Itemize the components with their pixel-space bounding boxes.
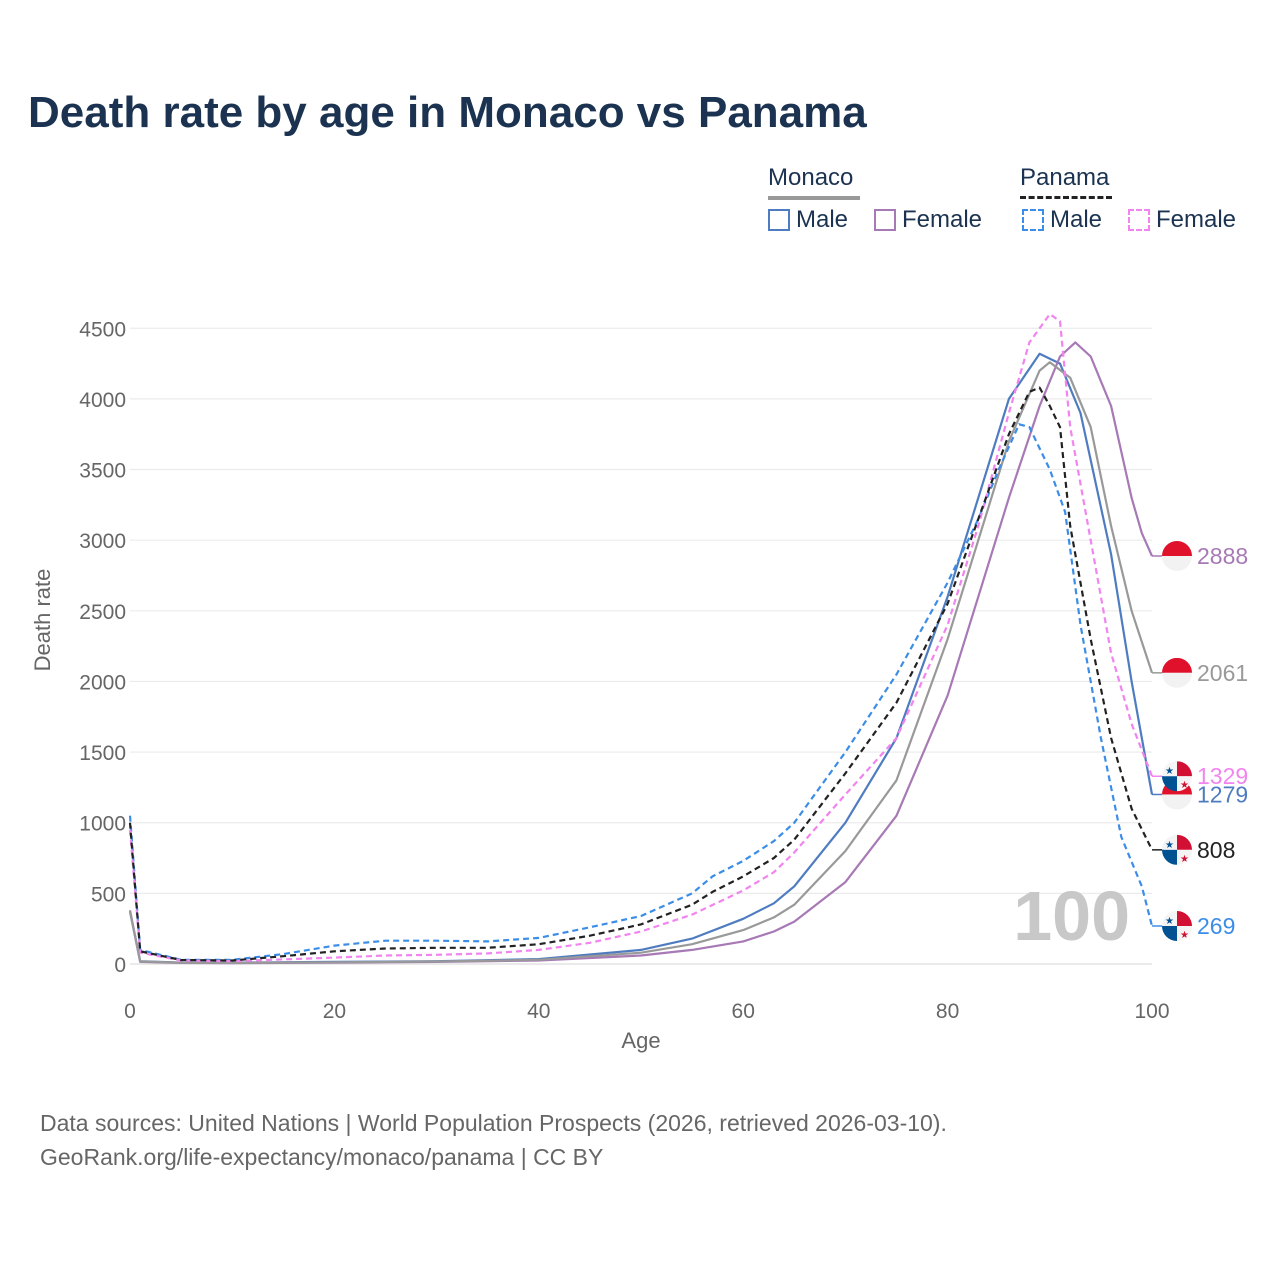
series-line-panama-female[interactable] bbox=[128, 313, 1154, 963]
footer-attribution: GeoRank.org/life-expectancy/monaco/panam… bbox=[40, 1144, 604, 1170]
svg-text:★: ★ bbox=[1180, 854, 1189, 865]
flag-icon-panama: ★★ bbox=[1162, 910, 1192, 941]
legend-item-panama-female[interactable]: Female bbox=[1128, 206, 1236, 234]
legend-country-label: Monaco bbox=[768, 164, 854, 191]
series-line-panama-male[interactable] bbox=[128, 423, 1154, 961]
x-tick-label: 0 bbox=[124, 1000, 136, 1023]
end-label-panama-total: 808 bbox=[1197, 837, 1235, 863]
legend-item-label: Female bbox=[1156, 206, 1237, 233]
series-line-panama-total[interactable] bbox=[128, 386, 1153, 962]
legend-item-label: Male bbox=[1050, 206, 1103, 233]
series-line-monaco-total[interactable] bbox=[128, 361, 1154, 964]
legend-swatch bbox=[1022, 209, 1044, 231]
flag-icon-monaco bbox=[1162, 540, 1192, 571]
flag-icon-monaco bbox=[1162, 657, 1192, 688]
x-axis-ticks: 0 20 40 60 80 100 bbox=[124, 1000, 1169, 1023]
svg-text:★: ★ bbox=[1165, 840, 1174, 851]
legend-country-label: Panama bbox=[1020, 164, 1110, 191]
svg-text:★: ★ bbox=[1165, 916, 1174, 927]
legend-country-monaco[interactable]: Monaco bbox=[768, 164, 860, 200]
legend-item-label: Male bbox=[796, 206, 849, 233]
y-tick-label: 2500 bbox=[79, 601, 126, 624]
y-tick-label: 1500 bbox=[79, 742, 126, 765]
y-tick-label: 4500 bbox=[79, 318, 126, 341]
x-tick-label: 20 bbox=[323, 1000, 346, 1023]
end-label-panama-female: 1329 bbox=[1197, 763, 1248, 789]
line-chart: 0 500 1000 1500 2000 2500 3000 3500 4000 4500 0 20… bbox=[30, 313, 1248, 1053]
legend-item-label: Female bbox=[902, 206, 983, 233]
svg-text:★: ★ bbox=[1165, 766, 1174, 777]
legend-swatch bbox=[768, 209, 790, 231]
end-label-monaco-total: 2061 bbox=[1197, 660, 1248, 686]
x-tick-label: 40 bbox=[527, 1000, 550, 1023]
y-tick-label: 0 bbox=[114, 954, 126, 977]
flag-icon-panama: ★★ bbox=[1162, 761, 1192, 792]
legend-swatch bbox=[1128, 209, 1150, 231]
legend-country-line bbox=[768, 196, 860, 200]
svg-text:★: ★ bbox=[1180, 930, 1189, 941]
x-tick-label: 60 bbox=[732, 1000, 755, 1023]
legend-swatch bbox=[874, 209, 896, 231]
end-label-monaco-female: 2888 bbox=[1197, 543, 1248, 569]
y-tick-label: 1000 bbox=[79, 813, 126, 836]
svg-text:★: ★ bbox=[1180, 780, 1189, 791]
watermark-year: 100 bbox=[1013, 877, 1130, 955]
footer: Data sources: United Nations | World Pop… bbox=[40, 1106, 947, 1174]
end-label-panama-male: 269 bbox=[1197, 913, 1235, 939]
end-label-monaco-male: 1279 bbox=[1197, 781, 1248, 807]
chart-title: Death rate by age in Monaco vs Panama bbox=[28, 88, 867, 137]
legend-item-monaco-female[interactable]: Female bbox=[874, 206, 982, 234]
flag-icon-panama: ★★ bbox=[1162, 834, 1192, 865]
series-lines bbox=[128, 313, 1154, 965]
y-tick-label: 3500 bbox=[79, 460, 126, 483]
y-tick-label: 4000 bbox=[79, 389, 126, 412]
legend-country-panama[interactable]: Panama bbox=[1020, 164, 1112, 199]
x-tick-label: 80 bbox=[936, 1000, 959, 1023]
x-axis-label: Age bbox=[621, 1028, 660, 1053]
y-tick-label: 500 bbox=[91, 883, 126, 906]
gridlines bbox=[130, 327, 1152, 965]
x-tick-label: 100 bbox=[1134, 1000, 1169, 1023]
legend-country-line bbox=[1020, 196, 1112, 199]
legend-item-monaco-male[interactable]: Male bbox=[768, 206, 848, 234]
series-line-monaco-male[interactable] bbox=[128, 352, 1154, 964]
y-tick-label: 3000 bbox=[79, 530, 126, 553]
legend-item-panama-male[interactable]: Male bbox=[1022, 206, 1102, 234]
y-tick-label: 2000 bbox=[79, 671, 126, 694]
y-axis-label: Death rate bbox=[30, 569, 55, 672]
y-axis-ticks: 0 500 1000 1500 2000 2500 3000 3500 4000 4500 bbox=[79, 318, 126, 977]
legend: Monaco Panama Male Female Male Female bbox=[0, 0, 1280, 260]
footer-sources: Data sources: United Nations | World Pop… bbox=[40, 1110, 947, 1136]
